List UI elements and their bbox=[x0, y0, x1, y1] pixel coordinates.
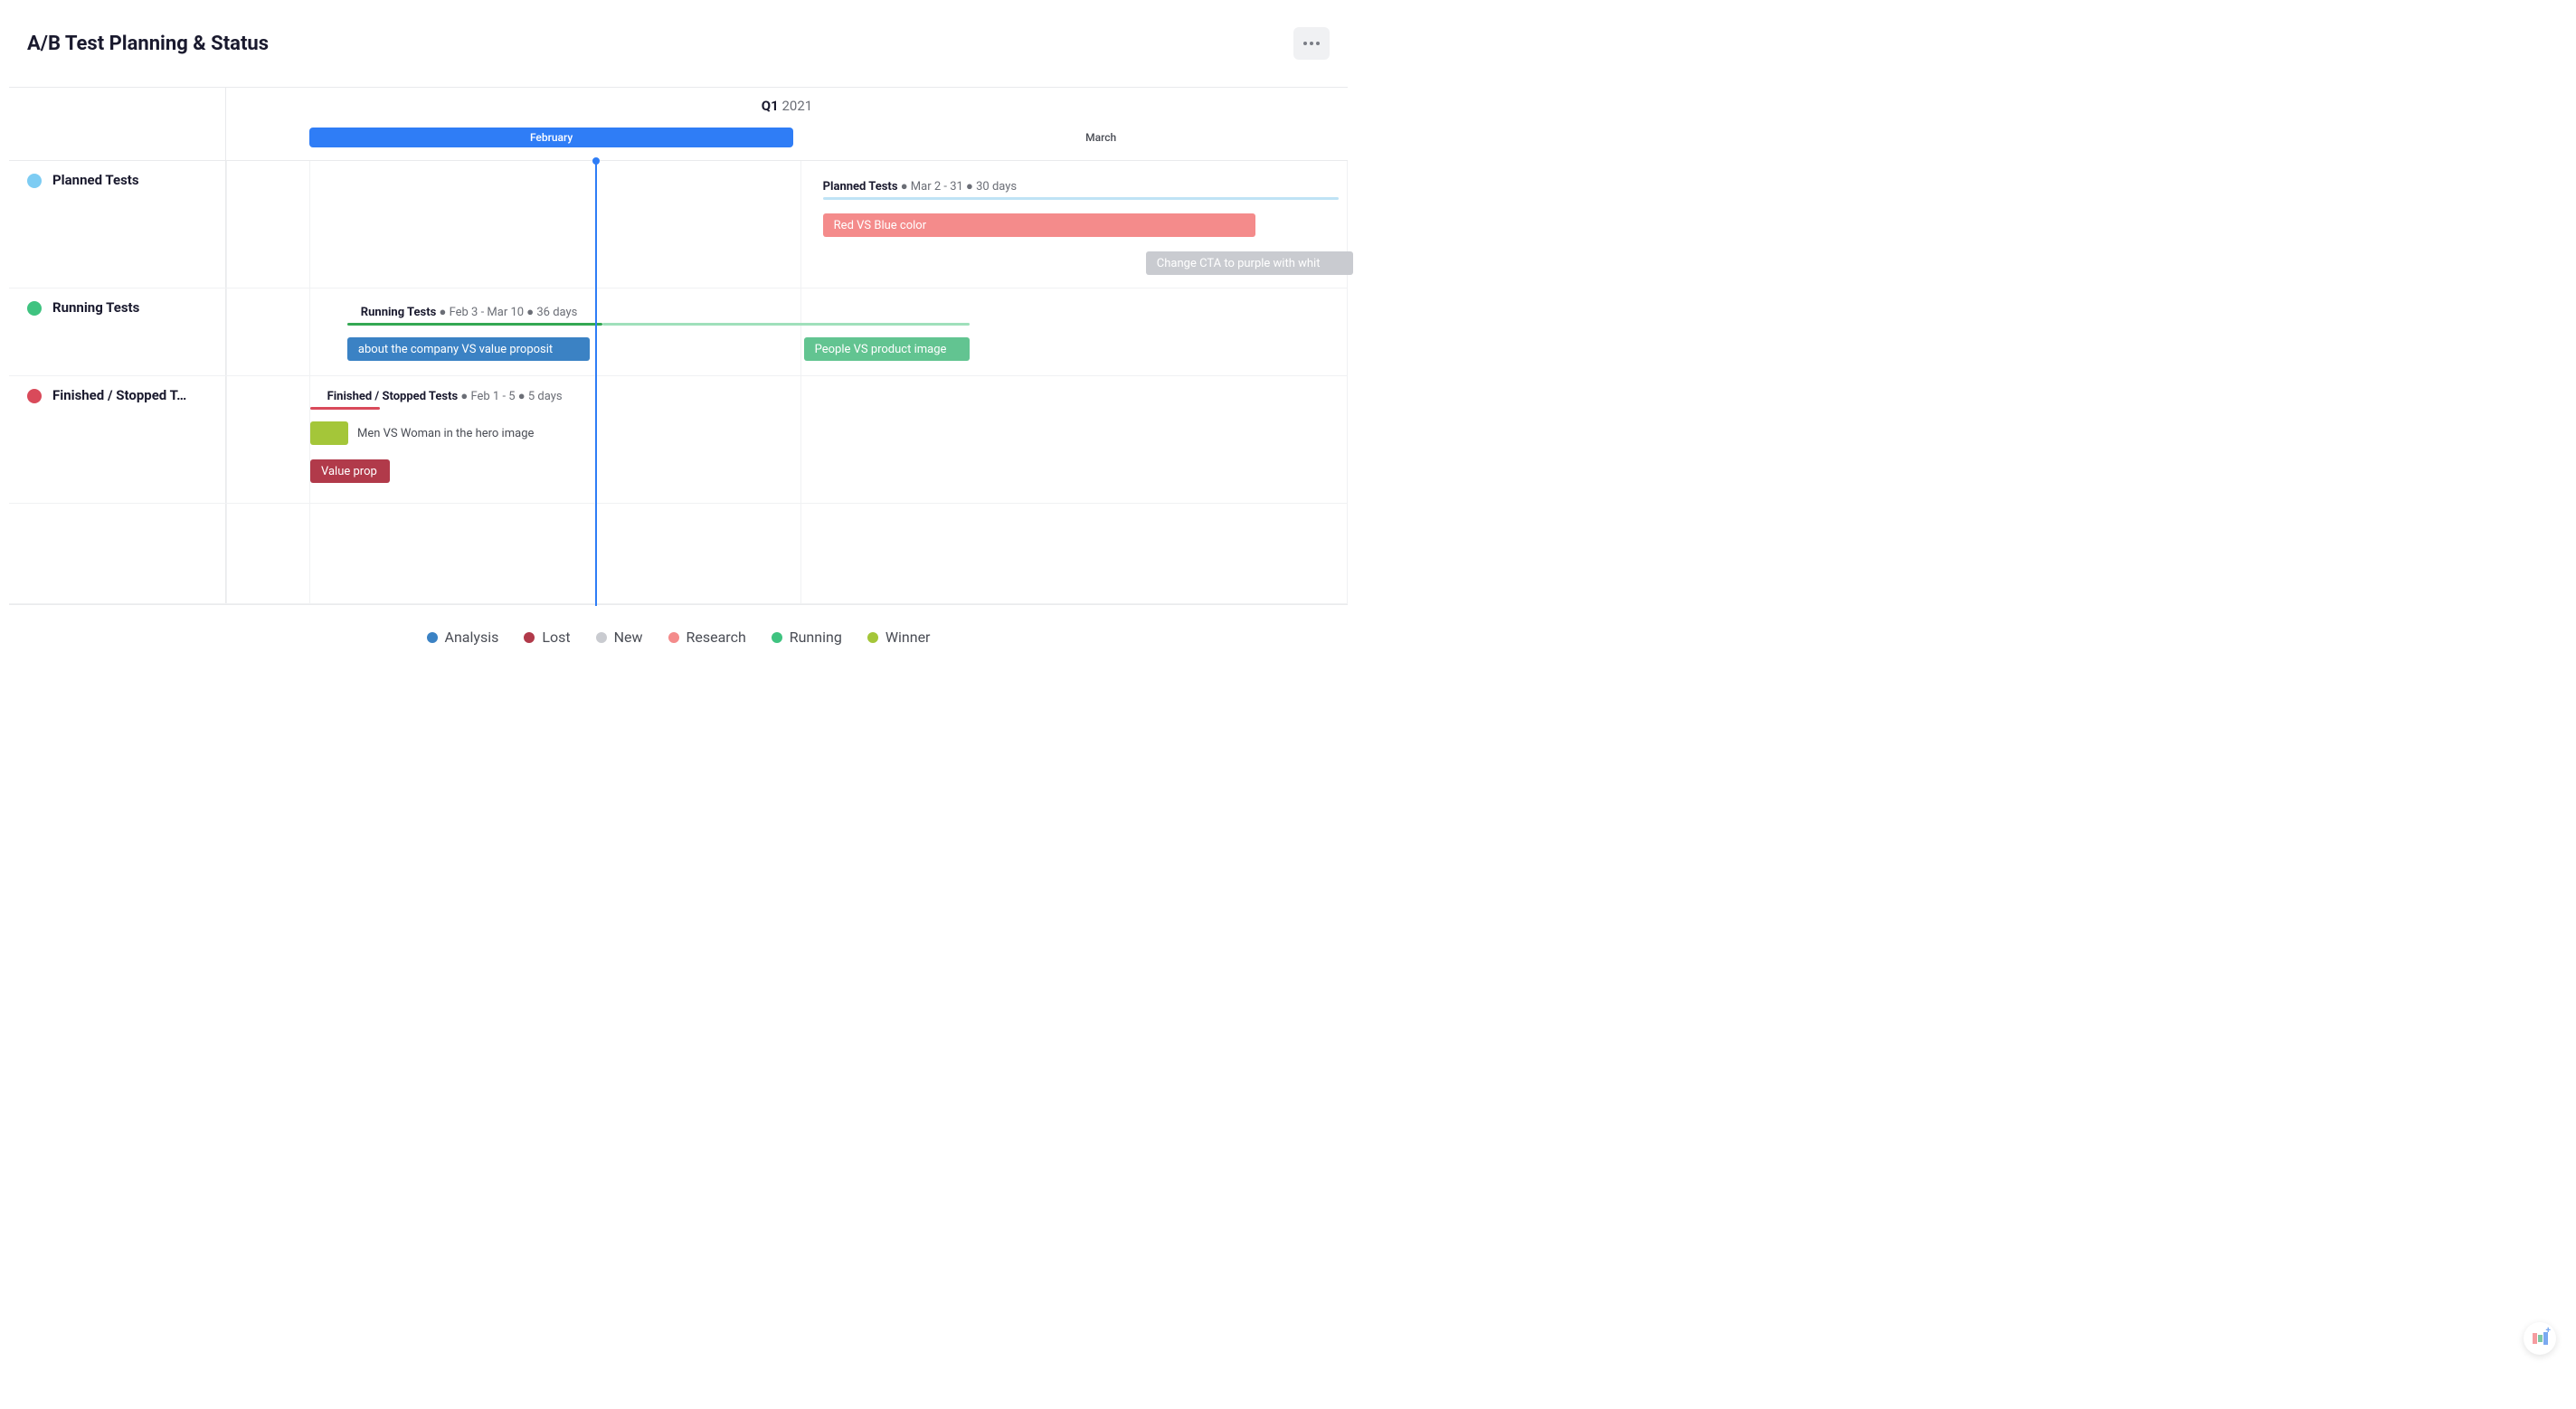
row-timeline: Planned Tests ● Mar 2 - 31 ● 30 days Red … bbox=[226, 161, 1348, 288]
track-progress-line bbox=[602, 323, 970, 326]
track-header-meta: ● Feb 1 - 5 ● 5 days bbox=[458, 390, 562, 403]
track-header: Planned Tests ● Mar 2 - 31 ● 30 days bbox=[823, 179, 1017, 194]
legend-item[interactable]: Winner bbox=[867, 629, 931, 646]
gridline bbox=[800, 288, 801, 375]
quarter-label: Q1 2021 bbox=[762, 98, 812, 114]
track-progress-line bbox=[823, 197, 1339, 200]
fab-bar-icon bbox=[2533, 1333, 2537, 1344]
legend-dot-icon bbox=[524, 632, 535, 643]
gantt-bar[interactable]: about the company VS value proposit bbox=[347, 337, 590, 361]
gridline bbox=[800, 376, 801, 503]
legend-label: New bbox=[614, 629, 643, 646]
row-dot-icon bbox=[27, 174, 42, 188]
gantt-row-spacer bbox=[9, 504, 1348, 604]
gridline bbox=[226, 504, 227, 603]
quarter-year: 2021 bbox=[779, 98, 812, 114]
month-pill[interactable]: March bbox=[866, 128, 1337, 147]
dot-icon bbox=[1303, 42, 1307, 45]
more-options-button[interactable] bbox=[1293, 27, 1330, 60]
legend-item[interactable]: Research bbox=[668, 629, 746, 646]
bar-label: Men VS Woman in the hero image bbox=[357, 427, 534, 440]
row-timeline bbox=[226, 504, 1348, 603]
track-header-title: Finished / Stopped Tests bbox=[327, 390, 459, 403]
row-timeline: Finished / Stopped Tests ● Feb 1 - 5 ● 5… bbox=[226, 376, 1348, 503]
row-label: Running Tests bbox=[52, 299, 139, 316]
legend-label: Running bbox=[790, 629, 842, 646]
legend-dot-icon bbox=[772, 632, 782, 643]
track-header-title: Running Tests bbox=[361, 306, 436, 319]
header: A/B Test Planning & Status bbox=[9, 0, 1348, 87]
quarter-strong: Q1 bbox=[762, 98, 779, 114]
gridline bbox=[800, 161, 801, 288]
row-timeline: Running Tests ● Feb 3 - Mar 10 ● 36 days… bbox=[226, 288, 1348, 375]
dot-icon bbox=[1316, 42, 1320, 45]
row-label: Finished / Stopped T… bbox=[52, 387, 186, 403]
legend-label: Lost bbox=[542, 629, 570, 646]
gantt-body: Planned TestsPlanned Tests ● Mar 2 - 31 … bbox=[9, 161, 1348, 604]
legend-label: Winner bbox=[886, 629, 931, 646]
row-dot-icon bbox=[27, 389, 42, 403]
gantt-left-spacer bbox=[9, 124, 226, 160]
gridline bbox=[309, 161, 310, 288]
gantt-row-finished: Finished / Stopped T… Finished / Stopped … bbox=[9, 376, 1348, 504]
track-progress-line bbox=[310, 407, 380, 410]
legend-label: Analysis bbox=[445, 629, 499, 646]
legend-dot-icon bbox=[427, 632, 438, 643]
gridline bbox=[1347, 288, 1348, 375]
plus-icon: + bbox=[2546, 1326, 2551, 1336]
fab-bar-icon bbox=[2538, 1335, 2543, 1342]
gantt-bar[interactable]: Red VS Blue color bbox=[823, 213, 1256, 237]
track-header-meta: ● Feb 3 - Mar 10 ● 36 days bbox=[436, 306, 577, 319]
row-header: Running Tests bbox=[9, 288, 226, 375]
legend-item[interactable]: Lost bbox=[524, 629, 570, 646]
page-title: A/B Test Planning & Status bbox=[27, 33, 269, 55]
month-row: February March bbox=[226, 124, 1348, 160]
add-chart-fab[interactable]: + bbox=[2524, 1322, 2556, 1355]
gridline bbox=[309, 504, 310, 603]
track-header: Running Tests ● Feb 3 - Mar 10 ● 36 days bbox=[361, 305, 578, 319]
gridline bbox=[309, 288, 310, 375]
gantt-row-running: Running TestsRunning Tests ● Feb 3 - Mar… bbox=[9, 288, 1348, 376]
row-header: Planned Tests bbox=[9, 161, 226, 288]
legend-dot-icon bbox=[668, 632, 679, 643]
gantt-row-planned: Planned TestsPlanned Tests ● Mar 2 - 31 … bbox=[9, 161, 1348, 288]
legend-dot-icon bbox=[596, 632, 607, 643]
legend-item[interactable]: Running bbox=[772, 629, 842, 646]
track-header: Finished / Stopped Tests ● Feb 1 - 5 ● 5… bbox=[327, 389, 563, 403]
gantt-header-quarter-row: Q1 2021 bbox=[9, 88, 1348, 124]
legend: Analysis Lost New Research Running Winner bbox=[9, 605, 1348, 682]
row-header: Finished / Stopped T… bbox=[9, 376, 226, 503]
gridline bbox=[1347, 376, 1348, 503]
track-header-title: Planned Tests bbox=[823, 180, 898, 194]
page: A/B Test Planning & Status Q1 2021 Febru… bbox=[0, 0, 1357, 682]
gantt-header-month-row: February March bbox=[9, 124, 1348, 161]
gridline bbox=[226, 161, 227, 288]
gantt-bar[interactable]: Men VS Woman in the hero image bbox=[310, 421, 534, 445]
gridline bbox=[1347, 504, 1348, 603]
gantt-bar[interactable]: Change CTA to purple with whit bbox=[1146, 251, 1353, 275]
gridline bbox=[226, 288, 227, 375]
gantt-bar[interactable]: Value prop bbox=[310, 459, 390, 483]
legend-dot-icon bbox=[867, 632, 878, 643]
track-progress-line bbox=[347, 323, 602, 326]
gridline bbox=[800, 504, 801, 603]
row-header bbox=[9, 504, 226, 603]
track-header-meta: ● Mar 2 - 31 ● 30 days bbox=[898, 180, 1018, 194]
gantt-left-spacer bbox=[9, 88, 226, 124]
bar-swatch bbox=[310, 421, 348, 445]
quarter-cell: Q1 2021 bbox=[226, 88, 1348, 124]
legend-item[interactable]: New bbox=[596, 629, 643, 646]
month-pill-active[interactable]: February bbox=[309, 128, 794, 147]
row-label: Planned Tests bbox=[52, 172, 139, 188]
row-dot-icon bbox=[27, 301, 42, 316]
gantt-bar[interactable]: People VS product image bbox=[804, 337, 971, 361]
dot-icon bbox=[1310, 42, 1313, 45]
gridline bbox=[226, 376, 227, 503]
legend-item[interactable]: Analysis bbox=[427, 629, 499, 646]
gantt-chart: Q1 2021 FebruaryMarch Planned TestsPlann… bbox=[9, 87, 1348, 605]
today-marker-line bbox=[595, 161, 597, 606]
legend-label: Research bbox=[687, 629, 746, 646]
